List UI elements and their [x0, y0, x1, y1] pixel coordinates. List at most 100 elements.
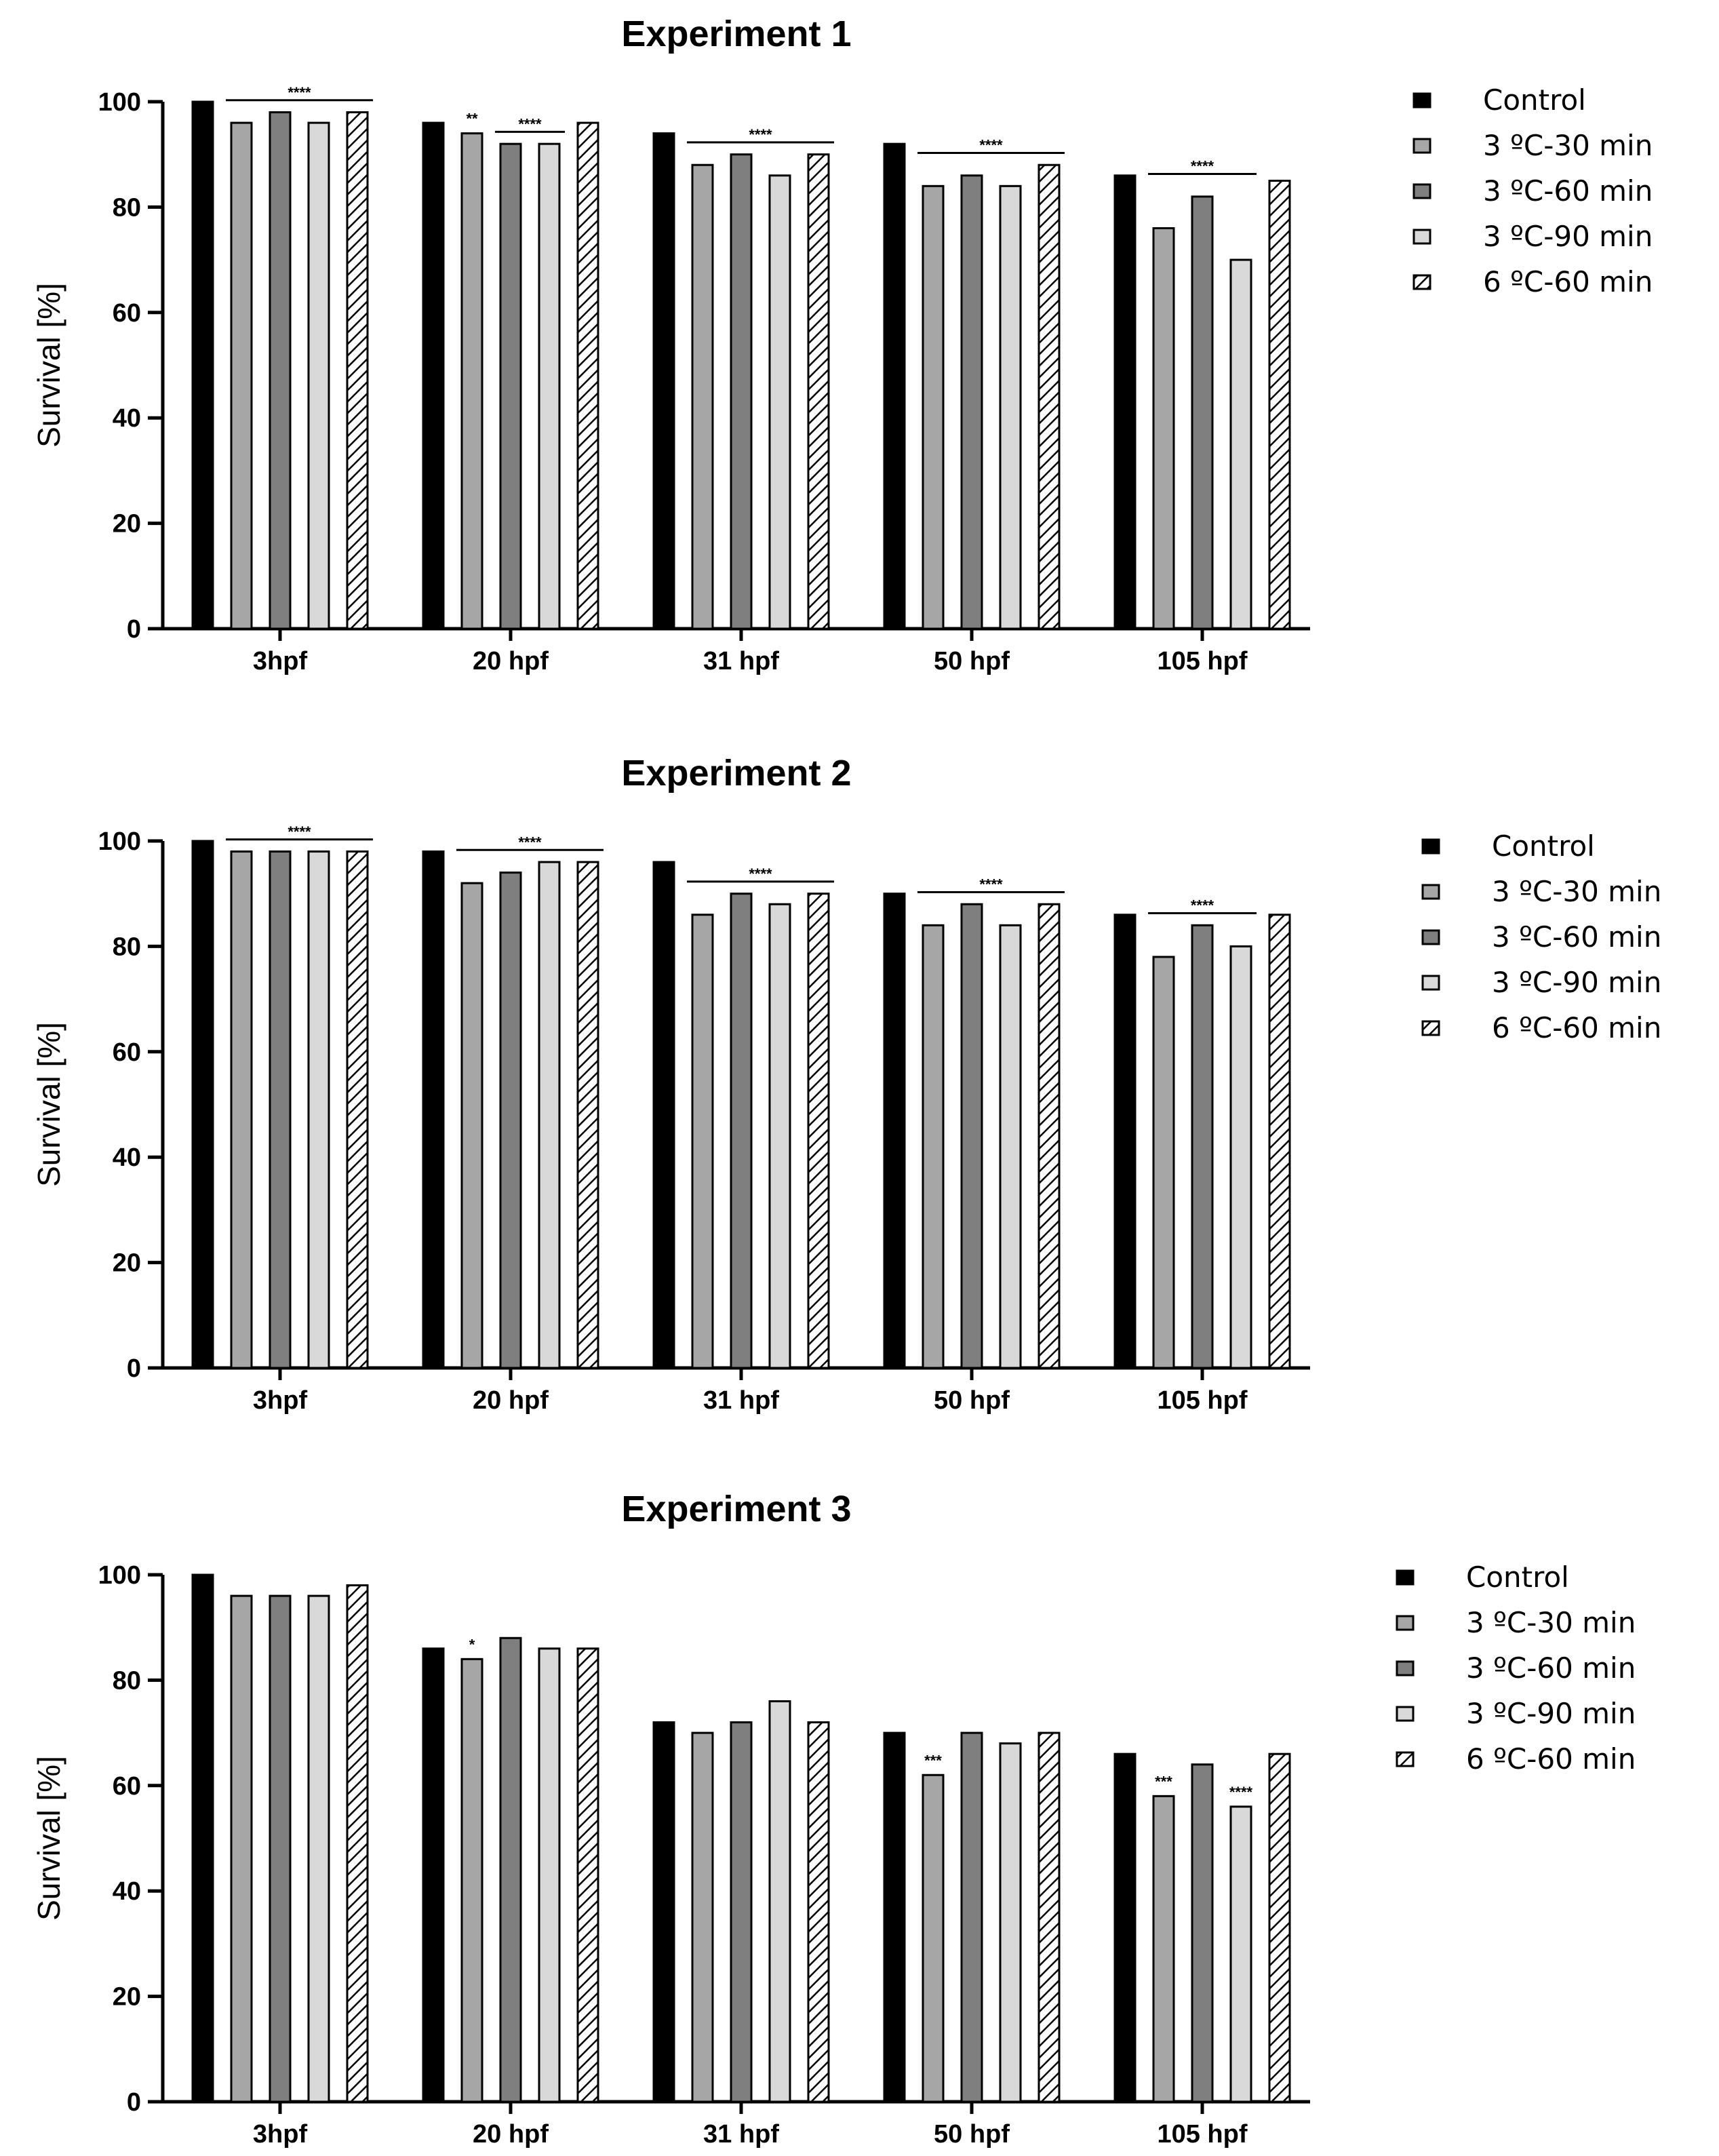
bar [1191, 195, 1214, 630]
significance-label: *** [924, 1752, 942, 1769]
y-tick-label: 80 [113, 933, 141, 961]
bar [269, 111, 292, 630]
legend-label: 6 ºC-60 min [1492, 1011, 1661, 1044]
x-tick-label: 50 hpf [934, 647, 1010, 675]
legend-swatch [1412, 183, 1431, 199]
bar [307, 1594, 330, 2103]
bar [960, 903, 983, 1369]
x-tick-label: 105 hpf [1157, 2120, 1247, 2149]
significance-label: ** [466, 111, 478, 128]
bar [807, 893, 830, 1369]
y-tick-label: 40 [113, 1877, 141, 1906]
bar [576, 1647, 599, 2103]
x-tick-label: 20 hpf [473, 647, 549, 675]
significance-label: **** [518, 834, 542, 850]
legend-label: 3 ºC-90 min [1466, 1697, 1636, 1730]
significance-label: **** [518, 115, 542, 132]
legend-label: 3 ºC-60 min [1466, 1651, 1636, 1685]
legend-label: Control [1466, 1561, 1569, 1594]
y-tick-label: 20 [113, 1249, 141, 1278]
bar [730, 1721, 753, 2103]
legend-label: 3 ºC-60 min [1483, 174, 1653, 208]
chart-panel-2: Experiment 2 Survival [%] 0 20 40 60 80 100 3hpf… [31, 753, 1661, 1415]
bar [576, 861, 599, 1369]
bar [1113, 914, 1137, 1369]
x-tick-label: 50 hpf [934, 1386, 1010, 1415]
chart-panel-1: Experiment 1 Survival [%] 0 20 40 60 80 100 3hpf… [31, 14, 1653, 675]
bar [768, 1700, 791, 2103]
chart-panel-3: Experiment 3 Survival [%] 0 20 40 60 80 100 3hpf… [31, 1489, 1636, 2149]
y-tick-label: 100 [98, 827, 141, 856]
bar [922, 184, 945, 630]
bar [1268, 180, 1291, 630]
bar [538, 861, 561, 1369]
bar [883, 142, 906, 630]
bar [191, 100, 214, 630]
legend-swatch [1412, 92, 1431, 109]
bar [960, 174, 983, 630]
bar [499, 142, 522, 630]
y-tick-label: 100 [98, 1561, 141, 1590]
y-tick-label: 100 [98, 88, 141, 117]
x-tick-label: 105 hpf [1157, 647, 1247, 675]
x-tick-label: 3hpf [253, 2120, 308, 2149]
chart-title: Experiment 3 [621, 1489, 851, 1529]
bar [307, 850, 330, 1369]
bar [652, 861, 675, 1369]
legend-swatch [1412, 138, 1431, 154]
bar [730, 893, 753, 1369]
bar [346, 1584, 369, 2103]
bar [1268, 1752, 1291, 2103]
legend-swatch [1396, 1660, 1415, 1677]
y-tick-label: 80 [113, 193, 141, 222]
y-axis-title: Survival [%] [31, 1756, 66, 1921]
y-tick-label: 60 [113, 1772, 141, 1801]
bar [191, 840, 214, 1369]
chart-title: Experiment 1 [621, 14, 851, 54]
significance-label: **** [749, 865, 772, 882]
significance-label: *** [1155, 1773, 1172, 1790]
bar [922, 1773, 945, 2103]
y-tick-label: 0 [127, 615, 141, 644]
bar [422, 850, 445, 1369]
y-tick-label: 40 [113, 1143, 141, 1172]
legend-swatch [1421, 838, 1440, 855]
bar [346, 111, 369, 630]
x-tick-label: 3hpf [253, 647, 308, 675]
bar [191, 1573, 214, 2103]
legend-label: 3 ºC-30 min [1466, 1606, 1636, 1639]
legend-swatch [1396, 1706, 1415, 1722]
legend-label: 3 ºC-90 min [1483, 220, 1653, 253]
legend-swatch [1421, 975, 1440, 991]
legend-label: Control [1483, 83, 1586, 117]
significance-label: * [469, 1636, 475, 1653]
x-tick-label: 31 hpf [703, 647, 779, 675]
significance-label: **** [288, 823, 311, 840]
legend-swatch [1396, 1569, 1415, 1586]
bar [1038, 1731, 1061, 2103]
bar [538, 1647, 561, 2103]
significance-label: **** [1191, 158, 1214, 175]
bar [922, 924, 945, 1369]
significance-label: **** [979, 876, 1003, 893]
bar [730, 153, 753, 630]
bar [1113, 174, 1137, 630]
legend-swatch [1421, 929, 1440, 945]
legend-label: 6 ºC-60 min [1466, 1742, 1636, 1776]
bar [807, 1721, 830, 2103]
bar [691, 163, 714, 630]
bar [999, 1742, 1022, 2103]
bar [883, 893, 906, 1369]
bar [768, 903, 791, 1369]
legend-label: 3 ºC-90 min [1492, 966, 1661, 999]
y-axis-title: Survival [%] [31, 283, 66, 448]
bar [1229, 1805, 1252, 2103]
y-tick-label: 0 [127, 1354, 141, 1383]
bar [883, 1731, 906, 2103]
bar [346, 850, 369, 1369]
x-tick-label: 50 hpf [934, 2120, 1010, 2149]
bar [422, 121, 445, 630]
bar [230, 850, 253, 1369]
bar [460, 132, 483, 630]
